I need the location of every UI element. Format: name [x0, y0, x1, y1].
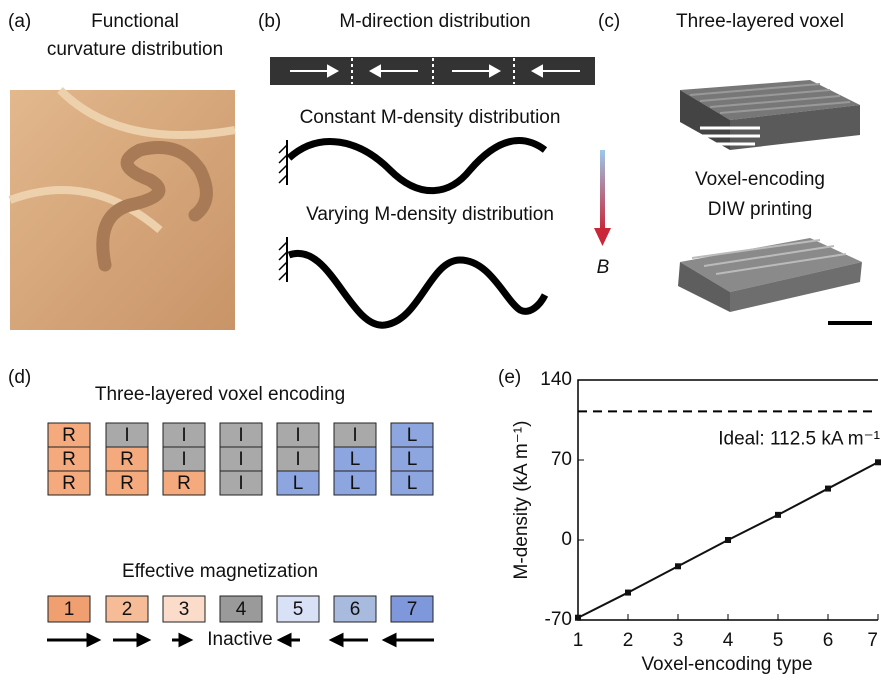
beam-varying: [279, 237, 545, 325]
voxel-letter: L: [350, 473, 361, 494]
panel-title: curvature distribution: [47, 39, 223, 60]
x-tick-label: 5: [773, 630, 784, 651]
field-arrowhead: [594, 228, 611, 246]
voxel-letter: R: [120, 473, 134, 494]
field-label: B: [597, 257, 610, 278]
beam-constant: [279, 140, 545, 191]
voxel-letter: I: [238, 449, 243, 470]
annotation: Ideal: 112.5 kA m⁻¹: [718, 428, 880, 449]
inactive-label: Inactive: [207, 629, 272, 650]
voxel-letter: R: [62, 425, 76, 446]
y-tick-label: -70: [545, 609, 572, 630]
voxel-letter: I: [295, 449, 300, 470]
figure: (a) Functional curvature distribution (b…: [0, 0, 881, 682]
voxel-letter: L: [407, 473, 418, 494]
panel-title: Effective magnetization: [122, 561, 318, 582]
axes-frame: [578, 380, 878, 620]
x-tick-label: 1: [573, 630, 584, 651]
voxel-letter: R: [120, 449, 134, 470]
voxel-letter: I: [181, 449, 186, 470]
voxel-letter: I: [295, 425, 300, 446]
caption: Varying M-density distribution: [306, 204, 554, 225]
data-point: [875, 459, 881, 465]
y-axis-label: M-density (kA m⁻¹): [511, 421, 532, 580]
data-point: [625, 590, 631, 596]
x-tick-label: 3: [673, 630, 684, 651]
data-point: [725, 537, 731, 543]
caption: Constant M-density distribution: [300, 107, 561, 128]
voxel-letter: L: [407, 425, 418, 446]
panel-label: (e): [498, 367, 521, 388]
field-arrow: [600, 150, 605, 230]
type-label: 3: [179, 599, 190, 620]
x-axis-label: Voxel-encoding type: [641, 654, 812, 675]
type-label: 6: [350, 599, 361, 620]
x-tick-label: 7: [867, 630, 878, 651]
y-tick-label: 70: [551, 449, 572, 470]
x-tick-label: 6: [823, 630, 834, 651]
panel-label: (c): [598, 11, 620, 32]
x-tick-label: 2: [623, 630, 634, 651]
panel-label: (b): [258, 11, 281, 32]
caption: Voxel-encoding: [695, 169, 825, 190]
panel-title: Functional: [91, 11, 179, 32]
type-label: 1: [64, 599, 75, 620]
caption: DIW printing: [708, 199, 813, 220]
voxel-letter: L: [350, 449, 361, 470]
voxel-illustration: [680, 80, 860, 150]
data-point: [825, 486, 831, 492]
type-label: 7: [407, 599, 418, 620]
voxel-letter: I: [238, 425, 243, 446]
panel-label: (a): [8, 11, 31, 32]
voxel-letter: L: [407, 449, 418, 470]
voxel-letter: I: [181, 425, 186, 446]
data-point: [775, 512, 781, 518]
voxel-letter: R: [62, 473, 76, 494]
type-label: 2: [122, 599, 133, 620]
voxel-letter: L: [293, 473, 304, 494]
y-tick-label: 140: [540, 369, 572, 390]
y-tick-label: 0: [561, 529, 572, 550]
voxel-letter: I: [238, 473, 243, 494]
panel-title: M-direction distribution: [339, 11, 530, 32]
data-point: [575, 615, 581, 621]
panel-title: Three-layered voxel: [676, 11, 844, 32]
panel-title: Three-layered voxel encoding: [95, 384, 345, 405]
voxel-letter: R: [177, 473, 191, 494]
data-point: [675, 563, 681, 569]
x-tick-label: 4: [723, 630, 734, 651]
panel-label: (d): [8, 367, 31, 388]
voxel-letter: R: [62, 449, 76, 470]
printed-voxel: [678, 238, 862, 312]
voxel-letter: I: [352, 425, 357, 446]
type-label: 4: [236, 599, 247, 620]
voxel-letter: I: [124, 425, 129, 446]
type-label: 5: [293, 599, 304, 620]
